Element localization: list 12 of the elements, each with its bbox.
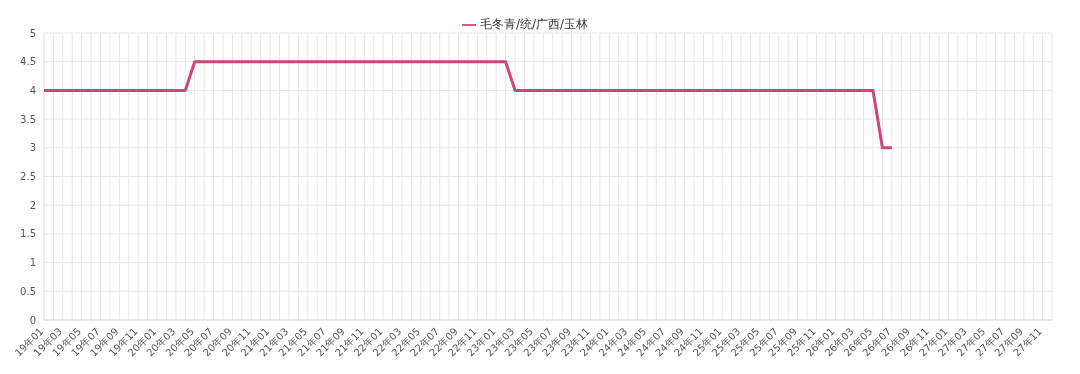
y-tick-label: 0.5 bbox=[20, 285, 36, 297]
y-tick-label: 3.5 bbox=[20, 113, 36, 125]
y-tick-label: 3 bbox=[29, 142, 36, 154]
y-tick-label: 1.5 bbox=[20, 228, 36, 240]
y-tick-label: 2 bbox=[29, 199, 36, 211]
y-tick-label: 5 bbox=[29, 27, 36, 39]
y-tick-label: 0 bbox=[29, 314, 36, 326]
y-tick-label: 1 bbox=[29, 257, 36, 269]
y-tick-label: 4 bbox=[29, 84, 36, 96]
legend-label: 毛冬青/统/广西/玉林 bbox=[479, 17, 589, 31]
y-tick-label: 2.5 bbox=[20, 171, 36, 183]
y-tick-label: 4.5 bbox=[20, 56, 36, 68]
